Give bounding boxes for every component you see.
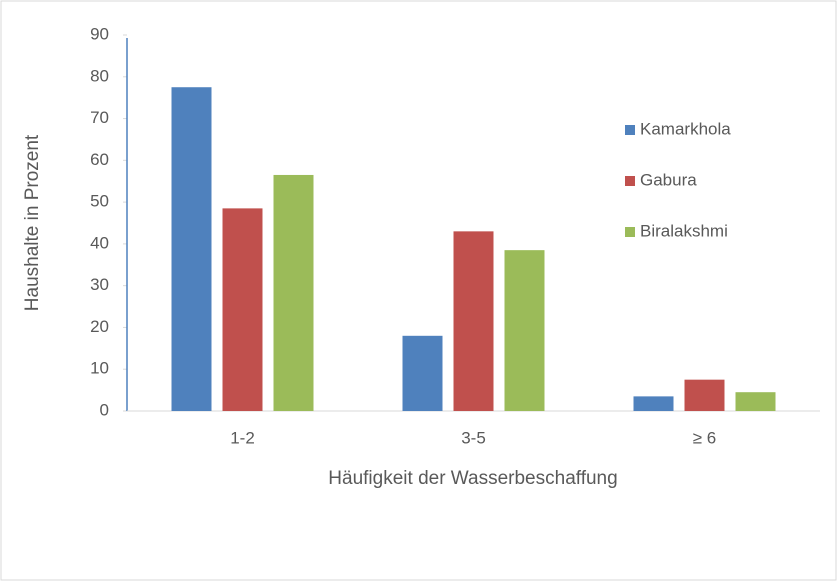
y-tick-label: 40 — [90, 233, 109, 252]
y-tick-label: 90 — [90, 24, 109, 43]
y-tick-label: 60 — [90, 150, 109, 169]
x-axis-title: Häufigkeit der Wasserbeschaffung — [328, 468, 617, 489]
bar — [735, 392, 776, 411]
x-tick-label: 1-2 — [230, 428, 255, 447]
legend-label: Kamarkhola — [640, 119, 731, 138]
legend-swatch — [625, 227, 635, 237]
legend-label: Gabura — [640, 170, 697, 189]
legend-label: Biralakshmi — [640, 221, 728, 240]
y-tick-label: 80 — [90, 66, 109, 85]
y-tick-label: 10 — [90, 359, 109, 378]
legend-swatch — [625, 176, 635, 186]
y-tick-label: 0 — [100, 400, 109, 419]
bar — [684, 379, 725, 411]
legend-swatch — [625, 125, 635, 135]
x-tick-label: 3-5 — [461, 428, 486, 447]
bar — [171, 87, 212, 411]
y-tick-label: 50 — [90, 192, 109, 211]
bar — [402, 335, 443, 411]
x-tick-label: ≥ 6 — [693, 428, 717, 447]
y-tick-label: 70 — [90, 108, 109, 127]
y-tick-label: 30 — [90, 275, 109, 294]
bar — [273, 174, 314, 411]
bar — [222, 208, 263, 411]
bar — [453, 231, 494, 411]
bar — [504, 250, 545, 411]
y-tick-label: 20 — [90, 317, 109, 336]
y-axis-title: Haushalte in Prozent — [22, 134, 43, 311]
bar — [633, 396, 674, 411]
